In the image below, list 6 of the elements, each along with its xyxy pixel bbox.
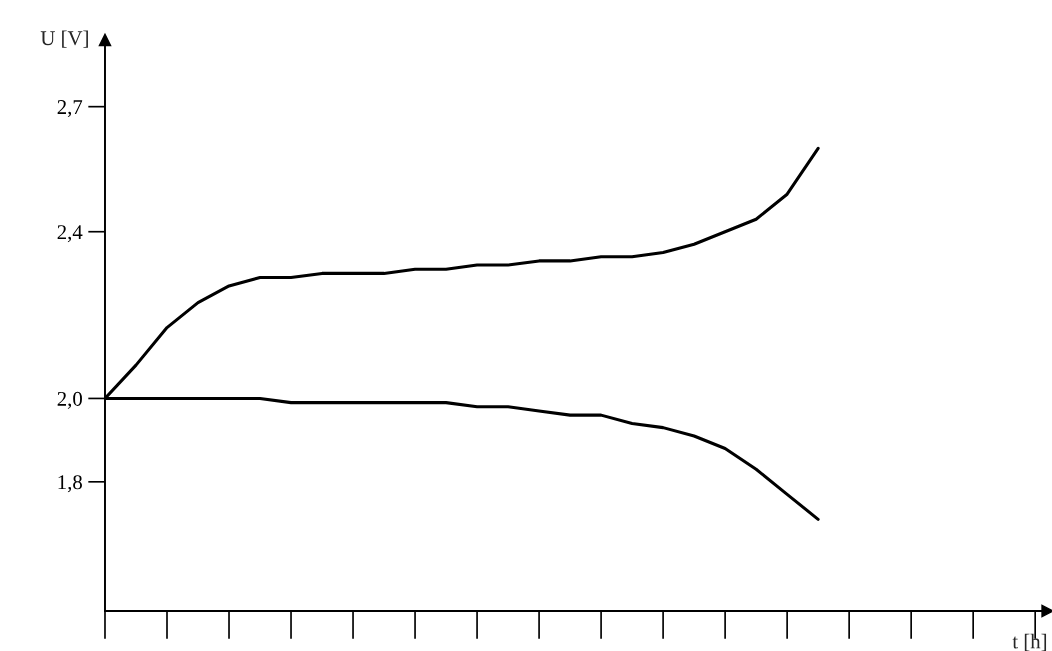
y-tick-label: 2,0 <box>57 391 82 409</box>
y-axis-title: U [V] <box>40 30 88 48</box>
x-axis-title: t [h] <box>1012 633 1047 651</box>
y-tick-label: 1,8 <box>58 475 82 493</box>
y-tick-label: 2,4 <box>57 225 83 243</box>
y-tick-label: 2,7 <box>57 100 83 118</box>
